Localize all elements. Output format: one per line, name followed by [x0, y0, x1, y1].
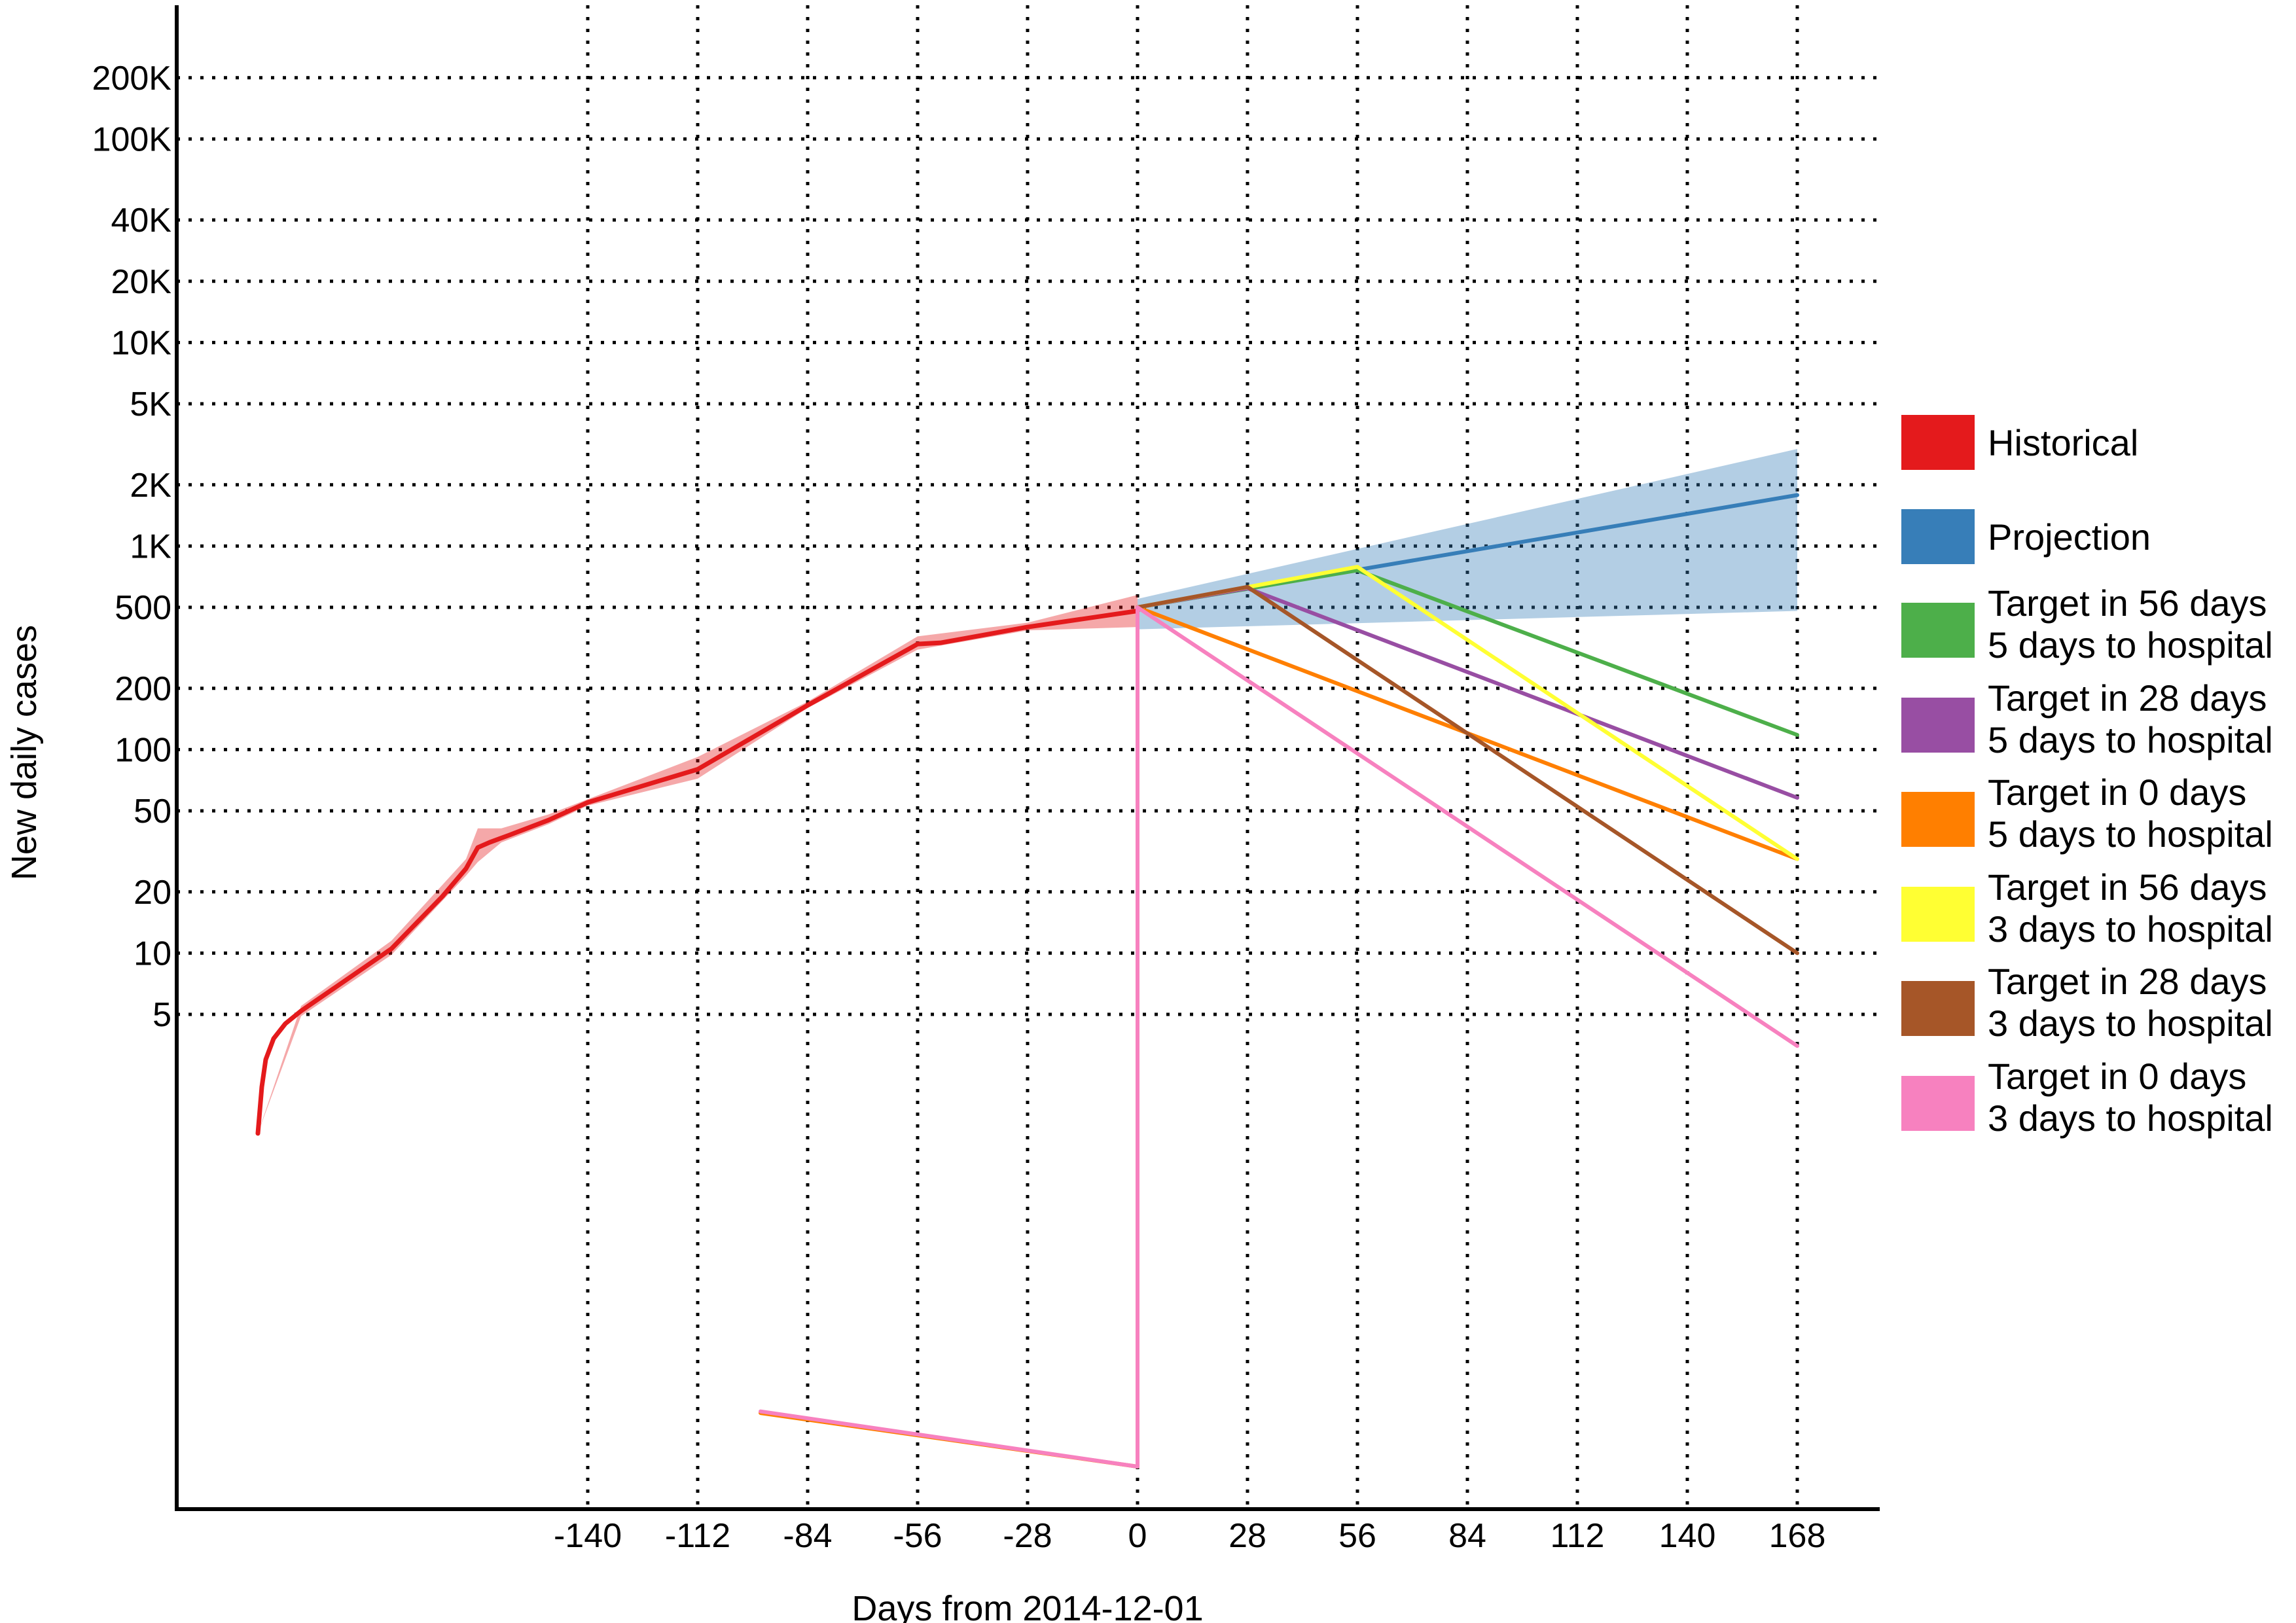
x-tick-label: 112: [1551, 1517, 1605, 1555]
y-tick-label: 10K: [111, 324, 171, 362]
legend-swatch: [1901, 1076, 1975, 1131]
x-tick-label: 84: [1448, 1517, 1486, 1555]
y-tick-label: 5: [152, 996, 171, 1034]
series-line: [759, 605, 1799, 1469]
legend-swatch: [1901, 792, 1975, 847]
y-tick-label: 40K: [111, 202, 171, 240]
legend-label: Target in 56 days: [1988, 866, 2267, 908]
grid-layer: [177, 5, 1880, 1509]
legend-label: 5 days to hospital: [1988, 624, 2273, 666]
line-layer: [255, 493, 1799, 1469]
legend-label: Target in 0 days: [1988, 772, 2246, 813]
y-tick-label: 1K: [130, 527, 171, 565]
tick-labels: -140 -112 -84 -56 -28 0 28 56 84 112 140 168 5 10 20 50…: [92, 60, 1826, 1555]
y-tick-label: 20K: [111, 263, 171, 301]
legend-swatch: [1901, 603, 1975, 658]
series-line: [1136, 584, 1799, 955]
y-tick-label: 200: [115, 670, 171, 708]
legend-label: Target in 56 days: [1988, 582, 2267, 624]
x-tick-label: -112: [665, 1517, 730, 1555]
band-layer: [258, 449, 1797, 1133]
y-tick-label: 2K: [130, 467, 171, 505]
y-tick-label: 100: [115, 731, 171, 769]
x-tick-label: 56: [1338, 1517, 1376, 1555]
x-tick-label: 140: [1659, 1517, 1716, 1555]
legend-label: Target in 28 days: [1988, 961, 2267, 1002]
uncertainty-band: [258, 595, 1138, 1133]
y-tick-label: 200K: [92, 60, 172, 98]
legend-swatch: [1901, 981, 1975, 1036]
y-tick-label: 50: [134, 793, 171, 830]
uncertainty-band: [1138, 449, 1797, 630]
legend-swatch: [1901, 415, 1975, 470]
axis-layer: [175, 5, 1880, 1511]
y-tick-label: 10: [134, 935, 171, 972]
legend-label: 3 days to hospital: [1988, 1003, 2273, 1044]
legend-label: 5 days to hospital: [1988, 719, 2273, 760]
legend-swatch: [1901, 698, 1975, 753]
legend-label: Historical: [1988, 422, 2138, 463]
x-tick-label: -56: [893, 1517, 942, 1555]
x-tick-label: 0: [1128, 1517, 1147, 1555]
x-tick-label: -28: [1003, 1517, 1052, 1555]
legend-swatch: [1901, 509, 1975, 564]
x-tick-label: 168: [1769, 1517, 1826, 1555]
legend-label: 5 days to hospital: [1988, 813, 2273, 855]
x-tick-label: -84: [783, 1517, 832, 1555]
y-tick-label: 20: [134, 874, 171, 912]
legend-label: Target in 0 days: [1988, 1056, 2246, 1097]
legend-label: Projection: [1988, 516, 2151, 558]
legend-label: Target in 28 days: [1988, 677, 2267, 719]
x-tick-label: 28: [1229, 1517, 1266, 1555]
legend-swatch: [1901, 887, 1975, 942]
legend-label: 3 days to hospital: [1988, 1097, 2273, 1139]
y-tick-label: 5K: [130, 385, 171, 423]
series-line: [255, 609, 1140, 1136]
y-axis-title: New daily cases: [5, 625, 44, 880]
y-tick-label: 500: [115, 589, 171, 627]
x-tick-label: -140: [554, 1517, 622, 1555]
y-tick-label: 100K: [92, 120, 172, 158]
x-axis-title: Days from 2014-12-01: [852, 1589, 1203, 1623]
legend-label: 3 days to hospital: [1988, 908, 2273, 950]
